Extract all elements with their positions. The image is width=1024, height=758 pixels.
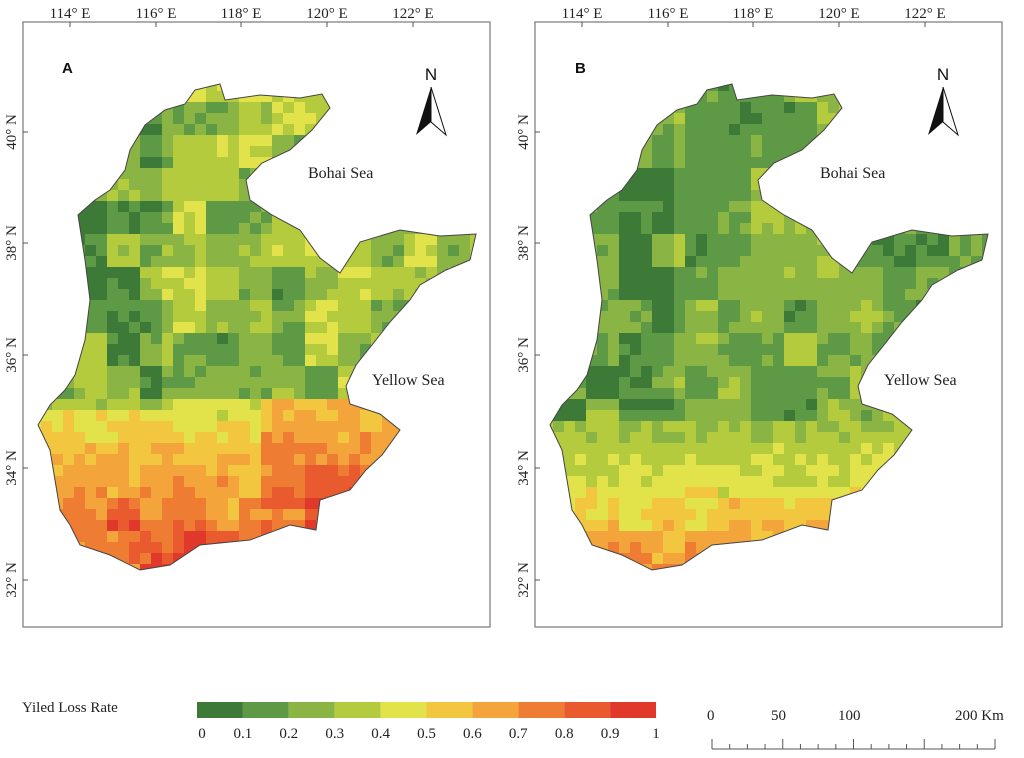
longitude-label: 114° E [50, 6, 91, 22]
scale-label-0: 0 [707, 708, 715, 724]
legend-swatch [334, 702, 381, 718]
latitude-label: 40° N [4, 114, 20, 150]
legend-tick-label: 0.4 [371, 726, 390, 742]
longitude-label: 120° E [306, 6, 347, 22]
legend-swatch [426, 702, 473, 718]
scale-label-100: 100 [838, 708, 861, 724]
legend-tick-label: 0 [198, 726, 206, 742]
bohai-sea-label: Bohai Sea [820, 165, 885, 182]
legend-swatch [564, 702, 611, 718]
legend-tick-label: 0.5 [417, 726, 436, 742]
region-boundary [549, 83, 989, 571]
legend-tick-label: 0.6 [463, 726, 482, 742]
legend-swatch [472, 702, 519, 718]
latitude-label: 36° N [4, 337, 20, 373]
scale-label-50: 50 [771, 708, 786, 724]
latitude-label: 32° N [516, 562, 532, 598]
legend-tick-label: 0.8 [555, 726, 574, 742]
legend-colorbar [197, 702, 656, 718]
longitude-label: 114° E [562, 6, 603, 22]
legend-tick-label: 1 [652, 726, 660, 742]
longitude-label: 118° E [733, 6, 774, 22]
latitude-label: 32° N [4, 562, 20, 598]
north-arrow-icon: N [928, 65, 960, 137]
region-boundary [37, 83, 477, 571]
svg-text:N: N [937, 65, 949, 84]
longitude-label: 118° E [221, 6, 262, 22]
svg-text:N: N [425, 65, 437, 84]
yellow-sea-label: Yellow Sea [372, 372, 445, 389]
legend-title: Yiled Loss Rate [22, 700, 118, 716]
yellow-sea-label: Yellow Sea [884, 372, 957, 389]
map-panel-b: 114° E 116° E 118° E 120° E 122° E 40° N 38° N… [516, 6, 1003, 628]
map-panel-a: 114° E 116° E 118° E 120° E 122° E 40° N 38° N… [4, 6, 491, 628]
latitude-label: 40° N [516, 114, 532, 150]
longitude-label: 122° E [392, 6, 433, 22]
longitude-label: 116° E [648, 6, 689, 22]
legend-tick-label: 0.1 [234, 726, 253, 742]
latitude-label: 38° N [4, 225, 20, 261]
panel-letter: B [575, 60, 586, 77]
longitude-label: 122° E [904, 6, 945, 22]
latitude-label: 36° N [516, 337, 532, 373]
legend-swatch [380, 702, 427, 718]
legend-swatch [610, 702, 656, 718]
legend-swatch [242, 702, 289, 718]
legend-tick-label: 0.9 [601, 726, 620, 742]
scale-label-200: 200 Km [955, 708, 1004, 724]
legend-tick-label: 0.2 [279, 726, 298, 742]
longitude-label: 116° E [136, 6, 177, 22]
longitude-label: 120° E [818, 6, 859, 22]
latitude-label: 34° N [4, 450, 20, 486]
bohai-sea-label: Bohai Sea [308, 165, 373, 182]
latitude-label: 34° N [516, 450, 532, 486]
legend-swatch [518, 702, 565, 718]
legend-tick-label: 0.3 [325, 726, 344, 742]
north-arrow-icon: N [416, 65, 448, 137]
legend-tick-label: 0.7 [509, 726, 528, 742]
latitude-label: 38° N [516, 225, 532, 261]
panel-letter: A [62, 60, 73, 77]
legend-swatch [288, 702, 335, 718]
legend-swatch [197, 702, 243, 718]
scale-bar: 0 50 100 200 Km [707, 708, 1004, 750]
